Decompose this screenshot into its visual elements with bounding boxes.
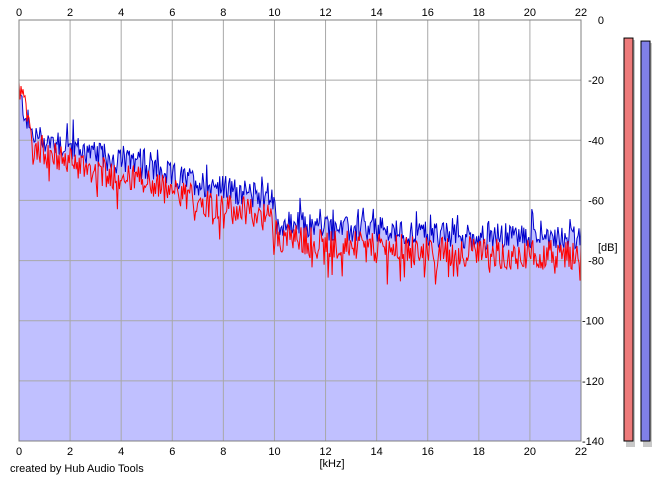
series-line-red — [18, 82, 582, 285]
level-meters — [623, 37, 652, 448]
y-axis-label: [dB] — [598, 242, 618, 254]
y-tick-label: -20 — [588, 75, 604, 87]
x-tick-label-top: 4 — [118, 7, 124, 19]
x-tick-label-bottom: 22 — [575, 446, 587, 458]
x-tick-label-bottom: 10 — [268, 446, 280, 458]
x-tick-label-top: 0 — [16, 7, 22, 19]
level-meter-l — [623, 37, 634, 442]
spectrum-fill-area — [19, 91, 581, 441]
x-tick-label-bottom: 14 — [371, 446, 383, 458]
y-tick-label: -80 — [588, 256, 604, 268]
y-tick-label: -140 — [582, 436, 604, 448]
plot-frame — [18, 19, 582, 442]
x-tick-label-bottom: 2 — [67, 446, 73, 458]
x-tick-label-bottom: 16 — [422, 446, 434, 458]
x-tick-label-top: 6 — [169, 7, 175, 19]
x-axis-label: [kHz] — [319, 458, 344, 470]
x-tick-label-bottom: 12 — [319, 446, 331, 458]
y-axis-ticks: 0 -20 -40 -60 -80 -100 -120 -140 — [582, 15, 604, 448]
series-line-blue — [18, 90, 582, 252]
x-tick-label-top: 20 — [524, 7, 536, 19]
x-tick-label-top: 14 — [371, 7, 383, 19]
x-tick-label-top: 16 — [422, 7, 434, 19]
credit-text: created by Hub Audio Tools — [10, 463, 144, 475]
x-tick-label-bottom: 18 — [473, 446, 485, 458]
x-tick-label-top: 12 — [319, 7, 331, 19]
x-tick-label-bottom: 6 — [169, 446, 175, 458]
y-tick-label: 0 — [598, 15, 604, 27]
y-tick-label: -100 — [582, 316, 604, 328]
x-tick-label-top: 10 — [268, 7, 280, 19]
x-tick-label-bottom: 0 — [16, 446, 22, 458]
y-tick-label: -120 — [582, 376, 604, 388]
y-tick-label: -40 — [588, 135, 604, 147]
x-tick-label-top: 2 — [67, 7, 73, 19]
x-tick-label-top: 22 — [575, 7, 587, 19]
y-tick-label: -60 — [588, 195, 604, 207]
x-tick-label-bottom: 20 — [524, 446, 536, 458]
plot-area — [18, 19, 582, 442]
x-tick-label-bottom: 8 — [220, 446, 226, 458]
x-tick-label-bottom: 4 — [118, 446, 124, 458]
spectrum-series — [18, 82, 582, 285]
x-tick-label-top: 18 — [473, 7, 485, 19]
level-meter-r — [640, 40, 651, 442]
x-tick-label-top: 8 — [220, 7, 226, 19]
